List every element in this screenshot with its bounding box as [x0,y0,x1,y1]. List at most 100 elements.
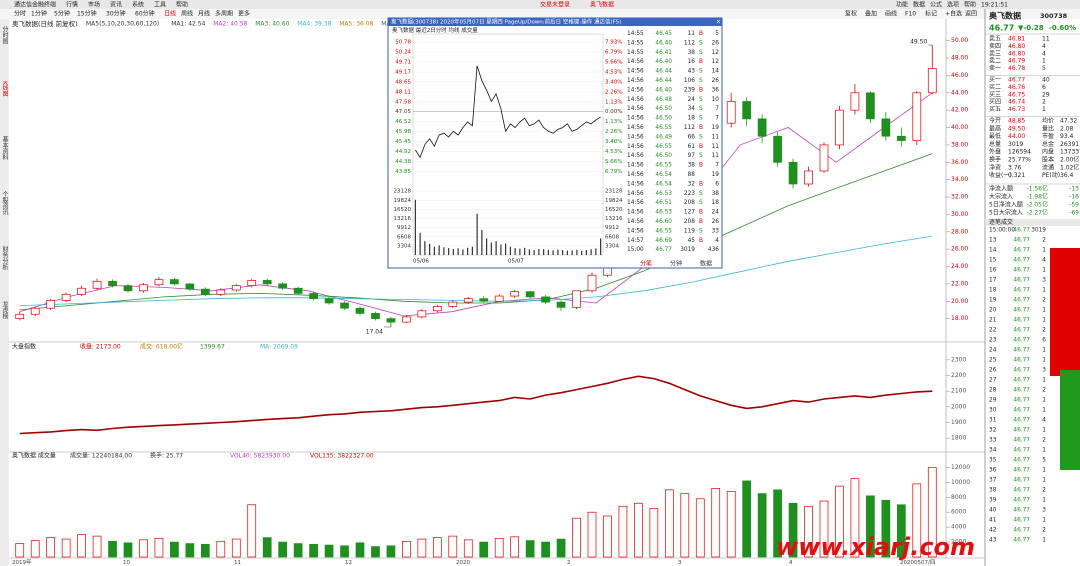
tick-volume: 38 [688,163,696,169]
quote-cell: 46.76 [1008,84,1025,91]
side-tab[interactable]: 个股资讯 [1,191,8,216]
x-tick-label: 4 [789,560,793,566]
quote-cell: 量比 [1042,124,1054,132]
quote-cell: 26391 [1060,141,1079,148]
flow-cell: 大宗流入 [989,193,1013,201]
menu-item[interactable]: 数据 [913,0,925,8]
tick-time: 14:56 [627,181,644,187]
y-tick-label: 44.00 [951,89,968,96]
tick-count: 11 [712,134,720,140]
side-tab[interactable]: 龙虎榜 [1,300,8,320]
menu-item[interactable]: 帮助 [964,0,976,8]
period-tab[interactable]: 60分钟 [135,10,155,18]
tool-button[interactable]: +自选 [945,10,962,18]
trade-price: 46.77 [1013,348,1030,354]
trade-volume: 3 [1042,508,1046,514]
period-tab[interactable]: 5分钟 [54,10,70,18]
tick-time: 14:57 [627,238,644,244]
quote-cell: 买三 [989,90,1001,98]
ma-line [19,153,933,311]
y-tick-label: 32.00 [951,194,968,201]
menu-item[interactable]: 市场 [88,0,100,8]
period-tab[interactable]: 1分钟 [31,10,47,18]
y-tick-label: 3304 [605,243,619,249]
volume-bar [788,502,798,558]
tool-button[interactable]: 复权 [845,10,857,18]
tick-count: 26 [712,219,720,225]
ma-legend: MA4: 39.38 [297,21,331,28]
menu-item[interactable]: 资讯 [110,0,122,8]
trade-time: 31 [989,418,997,424]
candle-body [804,170,813,185]
trade-time: 38 [989,488,997,494]
period-tab[interactable]: 日线 [164,10,176,18]
volume-bar [154,537,164,558]
trade-volume: 1 [1042,318,1046,324]
side-tab[interactable]: 基本资料 [1,135,8,161]
side-tab[interactable]: 财务分析 [1,245,8,271]
candle-body [494,295,504,302]
quote-cell: 买四 [989,98,1001,106]
y-tick-label: 1900 [951,419,966,426]
quote-cell: 买一 [989,76,1001,84]
menu-item[interactable]: 工具 [154,1,166,8]
tool-button[interactable]: 叠加 [865,10,877,18]
quote-cell: 1 [1042,58,1046,65]
period-tab[interactable]: 月线 [198,10,210,18]
tool-button[interactable]: 返回 [965,11,977,18]
period-tab[interactable]: 15分钟 [77,10,97,18]
candle-body [340,302,349,309]
volume-bar [417,538,427,558]
volume-bar [77,534,86,558]
tick-count: 14 [712,69,720,75]
close-button[interactable]: × [716,19,721,26]
quote-cell: 今开 [989,117,1001,125]
popup-tab[interactable]: 分钟 [670,260,682,268]
volume-bar [30,540,40,558]
quote-cell: 46.75 [1008,91,1025,98]
quote-cell: 48.85 [1008,118,1025,125]
popup-tab[interactable]: 分笔 [640,260,652,268]
watermark: www.xiarj.com [776,533,975,561]
period-tab[interactable]: 周线 [181,10,193,18]
y-tick-label: 24.00 [951,263,968,270]
trade-time: 26 [989,368,997,374]
side-tab[interactable]: K线图 [1,81,8,98]
quote-cell: 总金 [1042,140,1054,148]
popup-tab[interactable]: 数据 [700,260,712,268]
menu-item[interactable]: 19:21:51 [981,1,1008,8]
candle-body [231,285,241,291]
tick-volume: 32 [688,181,696,187]
volume-bar [525,540,535,558]
trade-time: 20 [989,308,997,314]
menu-item[interactable]: 选项 [947,0,959,8]
pct-label: 4.53% [605,70,622,76]
tool-button[interactable]: F10 [905,11,916,18]
period-tab[interactable]: 多周期 [215,10,233,18]
side-tab[interactable]: 分时图 [1,25,8,45]
sidebar [0,19,9,566]
y-tick-label: 34.00 [951,176,968,183]
quote-cell: 最低 [989,132,1001,140]
period-tab[interactable]: 分时 [14,10,26,18]
volume-bar [309,543,318,558]
candle-body [185,283,195,290]
tool-button[interactable]: 画线 [885,10,897,18]
quote-cell: 收益(一) [989,171,1012,179]
menu-item[interactable]: 公式 [930,0,942,8]
menu-item[interactable]: 行情 [66,0,78,8]
tool-button[interactable]: 标记 [925,10,937,18]
menu-item[interactable]: 帮助 [176,0,188,8]
y-tick-label: 6000 [951,509,966,516]
menu-item[interactable]: 系统 [132,0,144,8]
quote-cell: 46.80 [1008,43,1025,50]
depth-block [1060,370,1080,470]
trade-time: 13 [989,238,997,244]
period-tab[interactable]: 30分钟 [106,10,126,18]
menu-item[interactable]: 功能 [896,0,908,8]
y-tick-label: 42.00 [951,107,968,114]
menu-item[interactable]: 通达信金融终端 [14,0,56,8]
period-tab[interactable]: 更多 [238,10,250,18]
y-tick-label: 23128 [605,189,623,195]
tick-side: S [699,191,703,197]
